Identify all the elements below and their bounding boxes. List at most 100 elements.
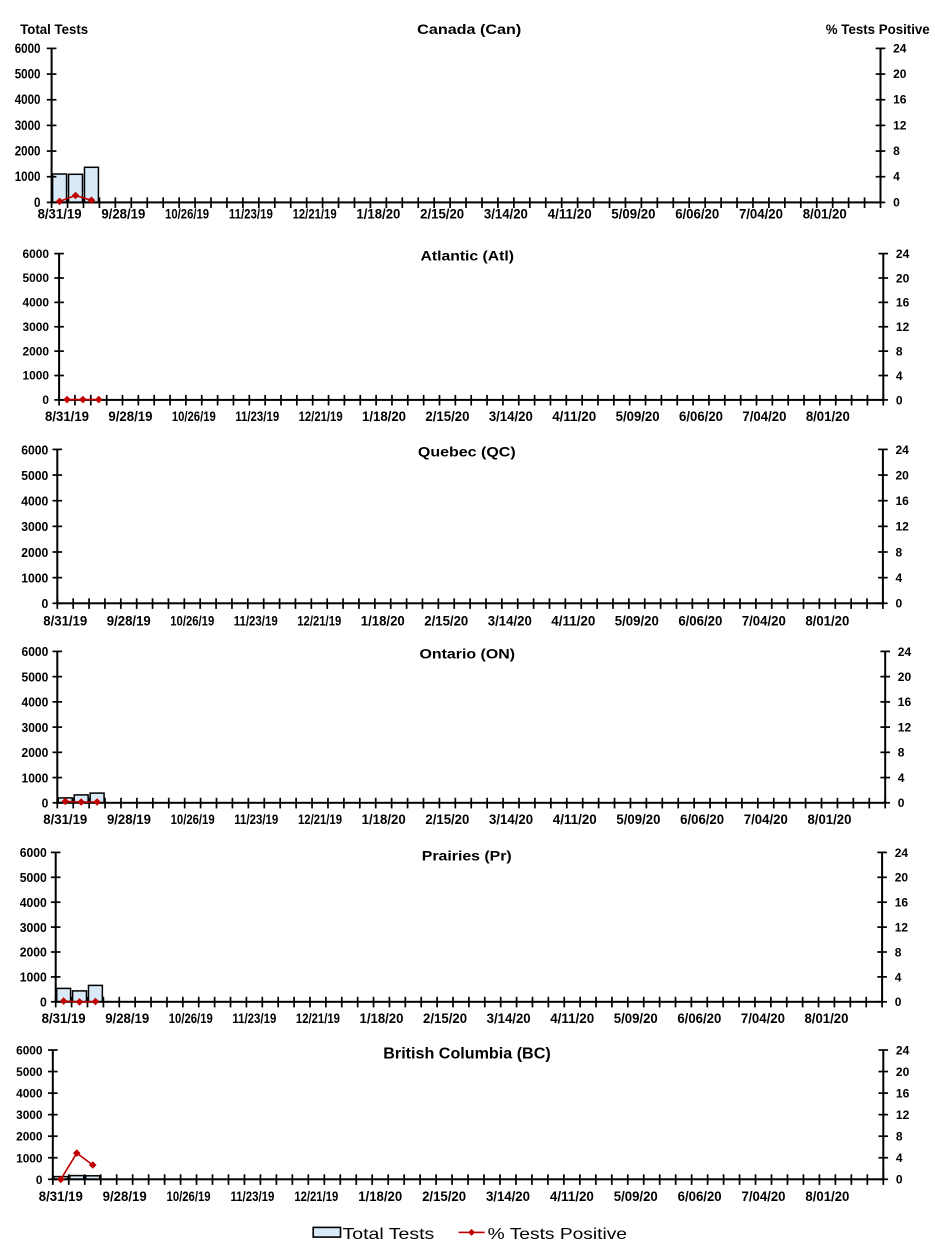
svg-text:1000: 1000 bbox=[22, 770, 49, 785]
svg-text:3000: 3000 bbox=[22, 720, 49, 735]
svg-text:2/15/20: 2/15/20 bbox=[423, 1010, 467, 1026]
svg-text:8/31/19: 8/31/19 bbox=[42, 1010, 86, 1026]
svg-text:8: 8 bbox=[895, 945, 902, 959]
svg-text:1/18/20: 1/18/20 bbox=[358, 1188, 402, 1204]
svg-text:2/15/20: 2/15/20 bbox=[425, 408, 469, 424]
svg-text:British Columbia (BC): British Columbia (BC) bbox=[383, 1046, 550, 1063]
svg-text:12: 12 bbox=[895, 920, 909, 934]
svg-text:8/01/20: 8/01/20 bbox=[807, 811, 851, 827]
svg-text:8/01/20: 8/01/20 bbox=[806, 408, 850, 424]
svg-text:0: 0 bbox=[42, 395, 49, 407]
svg-text:16: 16 bbox=[893, 93, 907, 107]
svg-text:2000: 2000 bbox=[23, 346, 50, 358]
svg-text:5000: 5000 bbox=[16, 1065, 42, 1079]
svg-text:1/18/20: 1/18/20 bbox=[356, 206, 400, 222]
svg-text:2/15/20: 2/15/20 bbox=[420, 206, 464, 222]
svg-text:12/21/19: 12/21/19 bbox=[298, 811, 342, 827]
svg-text:4000: 4000 bbox=[21, 494, 48, 509]
svg-text:4000: 4000 bbox=[22, 695, 49, 710]
svg-text:6000: 6000 bbox=[22, 644, 49, 659]
svg-text:24: 24 bbox=[898, 645, 912, 659]
svg-text:6000: 6000 bbox=[21, 442, 48, 457]
svg-text:0: 0 bbox=[895, 995, 902, 1009]
svg-text:0: 0 bbox=[36, 1173, 43, 1187]
svg-text:24: 24 bbox=[895, 846, 909, 860]
svg-text:11/23/19: 11/23/19 bbox=[234, 811, 278, 827]
svg-text:10/26/19: 10/26/19 bbox=[169, 1010, 213, 1026]
svg-text:2/15/20: 2/15/20 bbox=[422, 1188, 466, 1204]
svg-text:3000: 3000 bbox=[15, 117, 41, 133]
svg-text:12: 12 bbox=[896, 520, 910, 534]
svg-text:0: 0 bbox=[42, 796, 49, 811]
svg-text:20: 20 bbox=[896, 1065, 910, 1079]
svg-text:4000: 4000 bbox=[20, 895, 47, 910]
svg-text:12: 12 bbox=[898, 720, 912, 734]
svg-text:12/21/19: 12/21/19 bbox=[297, 612, 341, 628]
svg-text:Atlantic (Atl): Atlantic (Atl) bbox=[421, 248, 515, 264]
svg-text:11/23/19: 11/23/19 bbox=[234, 612, 278, 628]
svg-text:0: 0 bbox=[893, 195, 900, 209]
svg-text:20: 20 bbox=[896, 271, 910, 285]
svg-text:8/31/19: 8/31/19 bbox=[39, 1188, 83, 1204]
svg-text:1000: 1000 bbox=[20, 970, 47, 985]
svg-text:9/28/19: 9/28/19 bbox=[108, 408, 152, 424]
svg-text:12/21/19: 12/21/19 bbox=[293, 206, 337, 222]
svg-text:7/04/20: 7/04/20 bbox=[744, 811, 788, 827]
svg-text:16: 16 bbox=[896, 494, 910, 508]
svg-text:24: 24 bbox=[896, 1043, 910, 1057]
svg-text:6/06/20: 6/06/20 bbox=[678, 612, 722, 628]
svg-text:1/18/20: 1/18/20 bbox=[362, 811, 406, 827]
svg-text:7/04/20: 7/04/20 bbox=[742, 612, 786, 628]
svg-text:11/23/19: 11/23/19 bbox=[235, 408, 279, 424]
svg-text:8/31/19: 8/31/19 bbox=[43, 811, 87, 827]
svg-text:6/06/20: 6/06/20 bbox=[678, 1188, 722, 1204]
svg-text:9/28/19: 9/28/19 bbox=[105, 1010, 149, 1026]
svg-text:7/04/20: 7/04/20 bbox=[739, 206, 783, 222]
svg-text:20: 20 bbox=[895, 871, 909, 885]
svg-text:12: 12 bbox=[893, 118, 907, 132]
svg-text:5/09/20: 5/09/20 bbox=[616, 811, 660, 827]
svg-text:10/26/19: 10/26/19 bbox=[172, 408, 216, 424]
svg-text:24: 24 bbox=[896, 247, 910, 261]
svg-text:20: 20 bbox=[893, 67, 907, 81]
svg-text:12/21/19: 12/21/19 bbox=[299, 408, 343, 424]
svg-text:Ontario (ON): Ontario (ON) bbox=[420, 645, 516, 661]
svg-text:0: 0 bbox=[896, 1173, 903, 1187]
svg-text:6/06/20: 6/06/20 bbox=[677, 1010, 721, 1026]
svg-text:4/11/20: 4/11/20 bbox=[552, 408, 596, 424]
svg-text:2000: 2000 bbox=[15, 143, 41, 159]
svg-text:4/11/20: 4/11/20 bbox=[548, 206, 592, 222]
svg-text:1/18/20: 1/18/20 bbox=[361, 612, 405, 628]
svg-text:0: 0 bbox=[898, 796, 905, 810]
svg-text:4/11/20: 4/11/20 bbox=[551, 612, 595, 628]
svg-text:8/31/19: 8/31/19 bbox=[45, 408, 89, 424]
svg-text:4: 4 bbox=[893, 170, 900, 184]
svg-text:20: 20 bbox=[898, 670, 912, 684]
svg-text:3/14/20: 3/14/20 bbox=[486, 1188, 530, 1204]
svg-text:16: 16 bbox=[896, 296, 910, 310]
svg-text:5/09/20: 5/09/20 bbox=[616, 408, 660, 424]
svg-text:0: 0 bbox=[896, 597, 903, 611]
svg-text:3000: 3000 bbox=[21, 519, 48, 534]
svg-text:5000: 5000 bbox=[21, 468, 48, 483]
svg-text:16: 16 bbox=[895, 896, 909, 910]
svg-text:4: 4 bbox=[895, 970, 902, 984]
svg-text:6000: 6000 bbox=[20, 845, 47, 860]
svg-text:12/21/19: 12/21/19 bbox=[296, 1010, 340, 1026]
svg-text:4000: 4000 bbox=[16, 1087, 42, 1101]
svg-text:5000: 5000 bbox=[15, 66, 41, 82]
svg-text:Quebec (QC): Quebec (QC) bbox=[418, 444, 516, 460]
svg-text:3/14/20: 3/14/20 bbox=[488, 612, 532, 628]
svg-text:8: 8 bbox=[898, 746, 905, 760]
svg-text:% Tests Positive: % Tests Positive bbox=[488, 1226, 627, 1243]
svg-text:8: 8 bbox=[893, 144, 900, 158]
svg-text:7/04/20: 7/04/20 bbox=[742, 408, 786, 424]
svg-text:2000: 2000 bbox=[20, 945, 47, 960]
svg-text:1000: 1000 bbox=[21, 571, 48, 586]
svg-text:10/26/19: 10/26/19 bbox=[167, 1188, 211, 1204]
svg-text:8: 8 bbox=[896, 1130, 903, 1144]
svg-text:24: 24 bbox=[893, 41, 907, 55]
svg-text:6/06/20: 6/06/20 bbox=[675, 206, 719, 222]
svg-text:4: 4 bbox=[896, 571, 903, 585]
svg-text:3/14/20: 3/14/20 bbox=[484, 206, 528, 222]
